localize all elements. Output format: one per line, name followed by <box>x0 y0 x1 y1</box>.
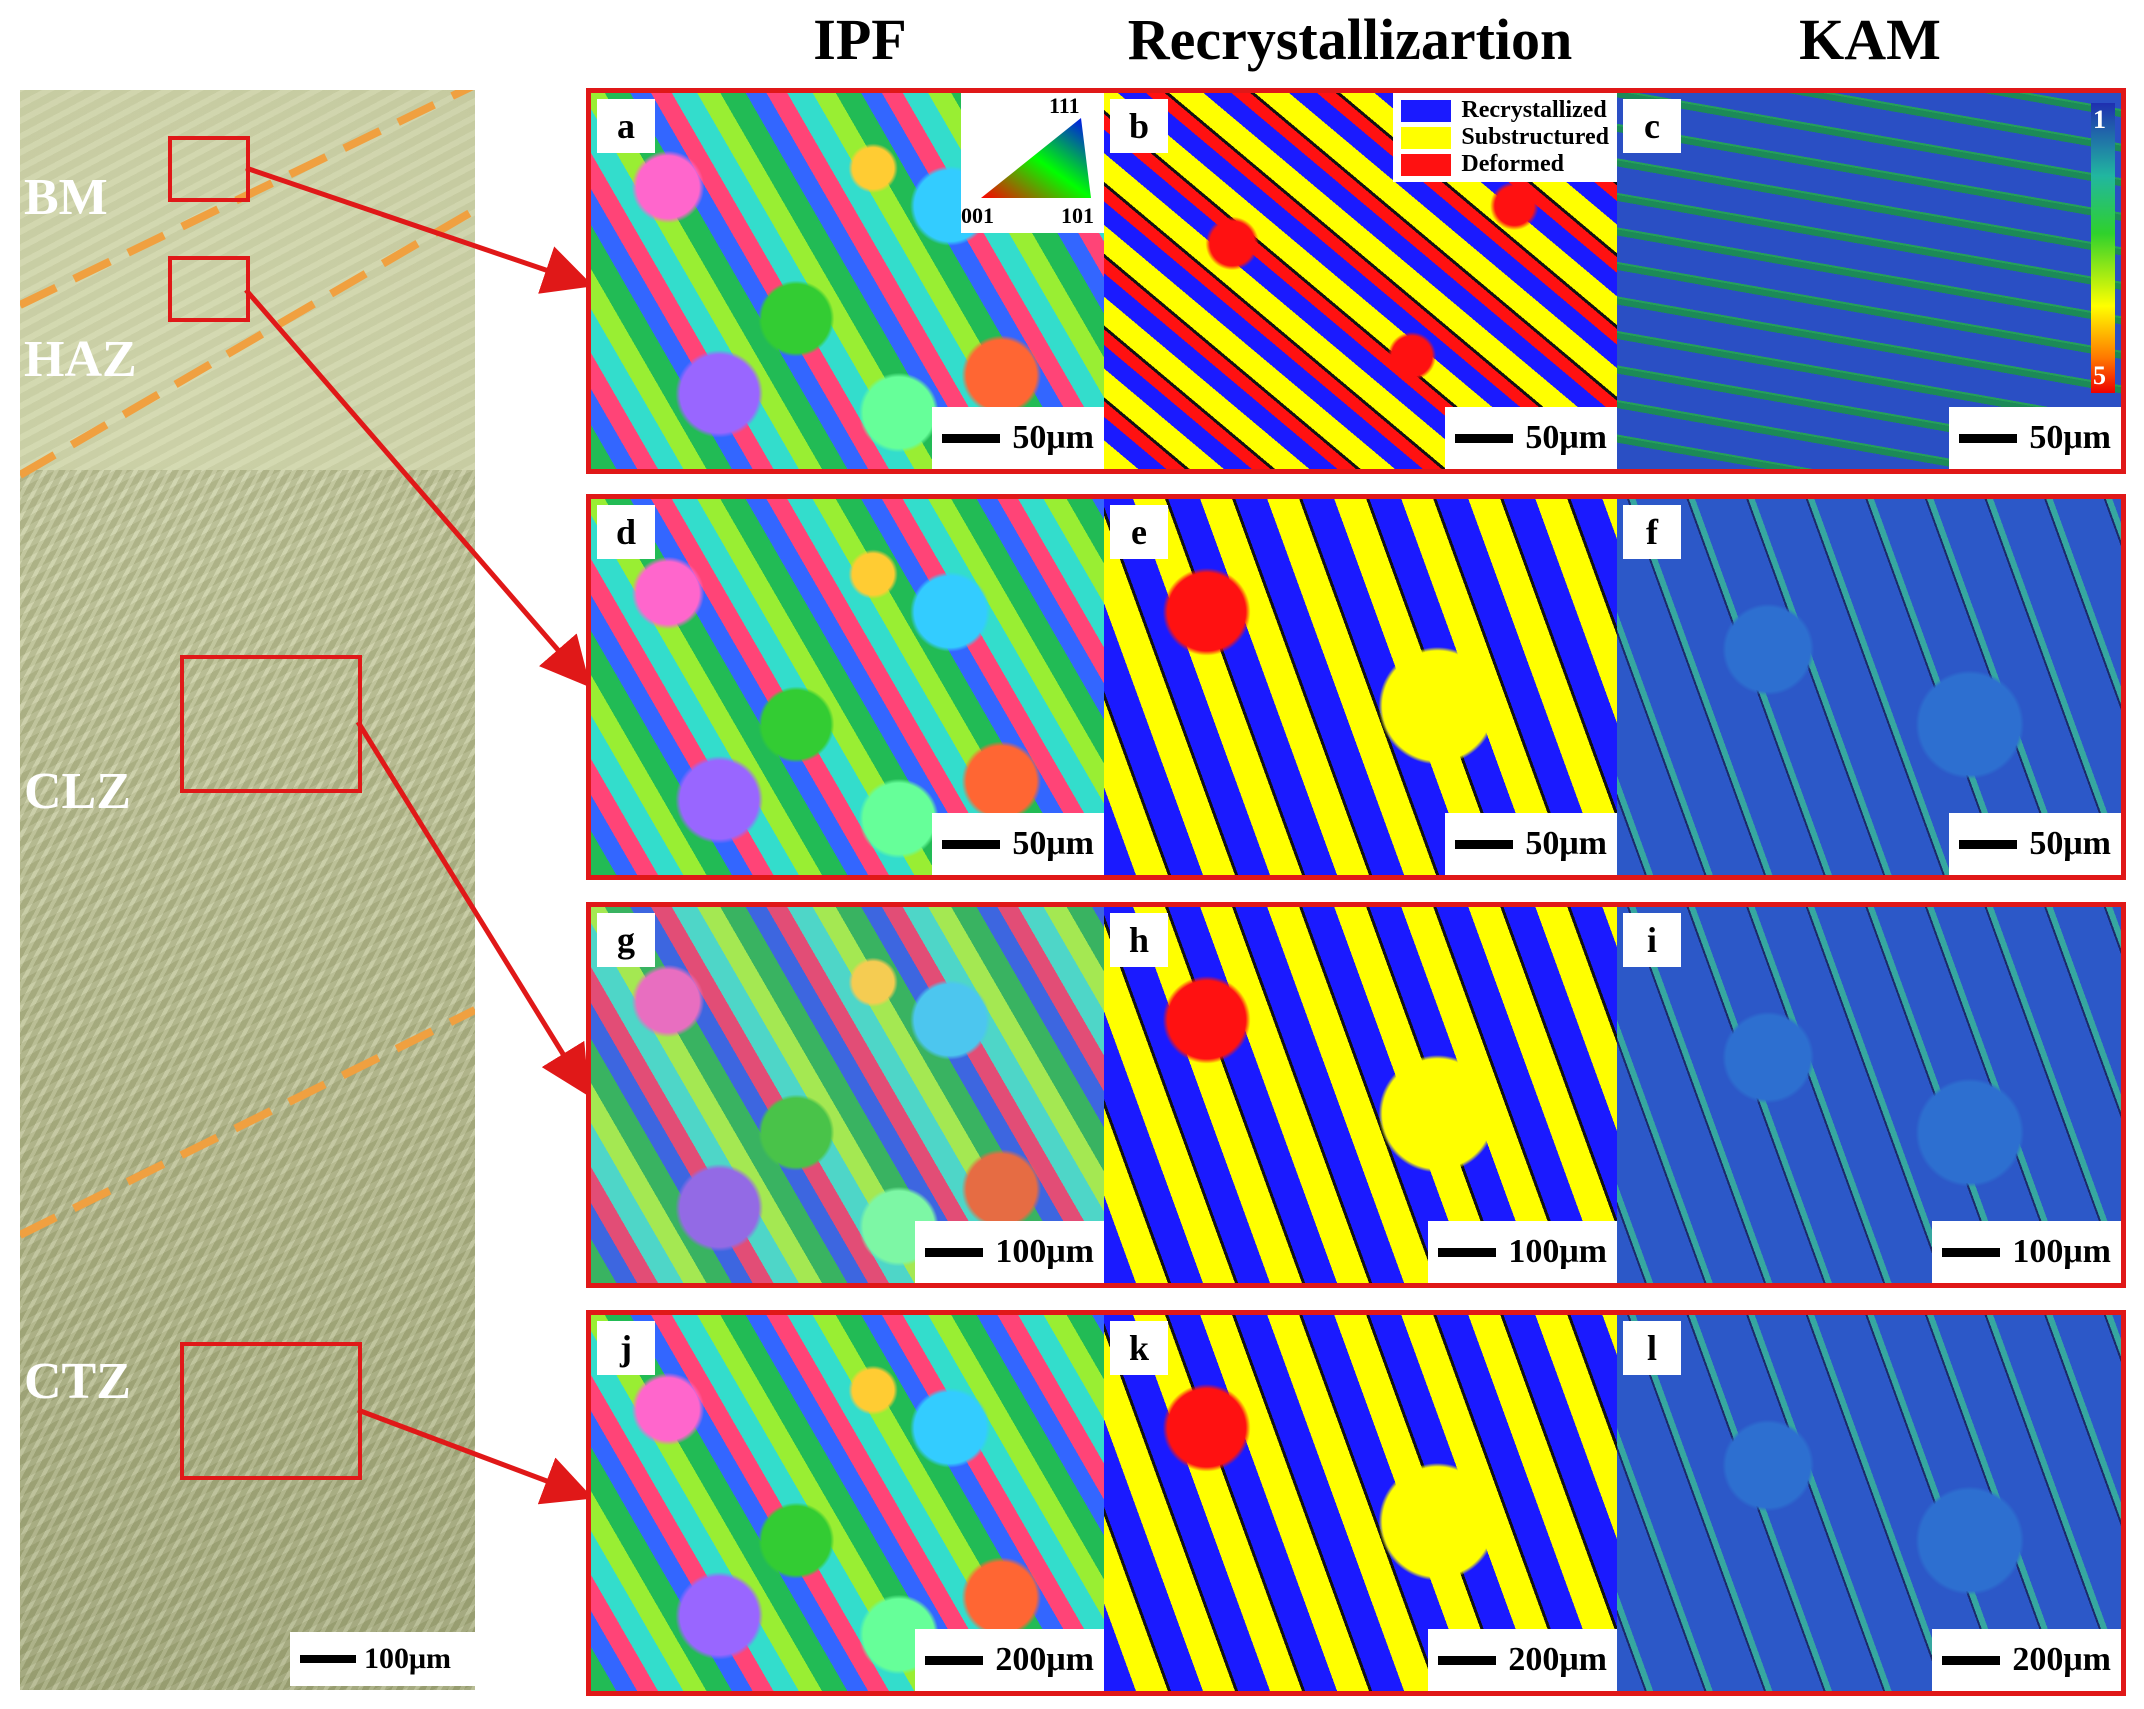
panel-c-kam: c 1 5 50μm <box>1617 93 2121 469</box>
panel-letter: d <box>597 505 655 559</box>
scale-bar: 50μm <box>1949 813 2121 875</box>
recrystallization-legend: Recrystallized Substructured Deformed <box>1393 93 1617 182</box>
scale-bar: 100μm <box>1428 1221 1617 1283</box>
zone-label-clz: CLZ <box>24 763 131 820</box>
panel-g-ipf: g 100μm <box>591 907 1104 1283</box>
zone-label-bm: BM <box>24 169 108 226</box>
panel-letter: i <box>1623 913 1681 967</box>
panel-l-kam: l 200μm <box>1617 1315 2121 1691</box>
scale-bar: 100μm <box>1932 1221 2121 1283</box>
header-ipf: IPF <box>813 7 907 72</box>
row-bm: a 111 001 101 50μm b Recrystallized <box>586 88 2126 474</box>
scale-bar: 50μm <box>1949 407 2121 469</box>
header-kam: KAM <box>1799 7 1941 72</box>
panel-letter: f <box>1623 505 1681 559</box>
panel-b-recrystallization: b Recrystallized Substructured Deformed … <box>1104 93 1617 469</box>
row-haz: d 50μm e 50μm f 50μm <box>586 494 2126 880</box>
zone-label-haz: HAZ <box>24 331 137 388</box>
scale-bar: 50μm <box>932 407 1104 469</box>
optical-micrograph <box>20 90 475 1690</box>
row-ctz: j 200μm k 200μm l 200μm <box>586 1310 2126 1696</box>
panel-i-kam: i 100μm <box>1617 907 2121 1283</box>
scale-bar: 200μm <box>1428 1629 1617 1691</box>
scale-bar: 200μm <box>915 1629 1104 1691</box>
panel-letter: k <box>1110 1321 1168 1375</box>
panel-a-ipf: a 111 001 101 50μm <box>591 93 1104 469</box>
panel-f-kam: f 50μm <box>1617 499 2121 875</box>
panel-d-ipf: d 50μm <box>591 499 1104 875</box>
header-recrystallization: Recrystallizartion <box>1127 7 1573 72</box>
panel-j-ipf: j 200μm <box>591 1315 1104 1691</box>
panel-letter: g <box>597 913 655 967</box>
panel-letter: e <box>1110 505 1168 559</box>
panel-letter: h <box>1110 913 1168 967</box>
ipf-triangle-legend: 111 001 101 <box>961 93 1104 233</box>
micrograph-scale: 100μm <box>290 1632 475 1686</box>
kam-colorbar: 1 5 <box>2091 103 2115 393</box>
scale-bar: 50μm <box>1445 407 1617 469</box>
zone-label-ctz: CTZ <box>24 1353 131 1410</box>
panel-letter: b <box>1110 99 1168 153</box>
panel-k-recrystallization: k 200μm <box>1104 1315 1617 1691</box>
scale-bar: 200μm <box>1932 1629 2121 1691</box>
scale-bar: 100μm <box>915 1221 1104 1283</box>
panel-letter: j <box>597 1321 655 1375</box>
panel-h-recrystallization: h 100μm <box>1104 907 1617 1283</box>
row-clz: g 100μm h 100μm i 100μm <box>586 902 2126 1288</box>
scale-bar: 50μm <box>932 813 1104 875</box>
panel-letter: a <box>597 99 655 153</box>
panel-letter: l <box>1623 1321 1681 1375</box>
panel-e-recrystallization: e 50μm <box>1104 499 1617 875</box>
scale-bar: 50μm <box>1445 813 1617 875</box>
panel-letter: c <box>1623 99 1681 153</box>
